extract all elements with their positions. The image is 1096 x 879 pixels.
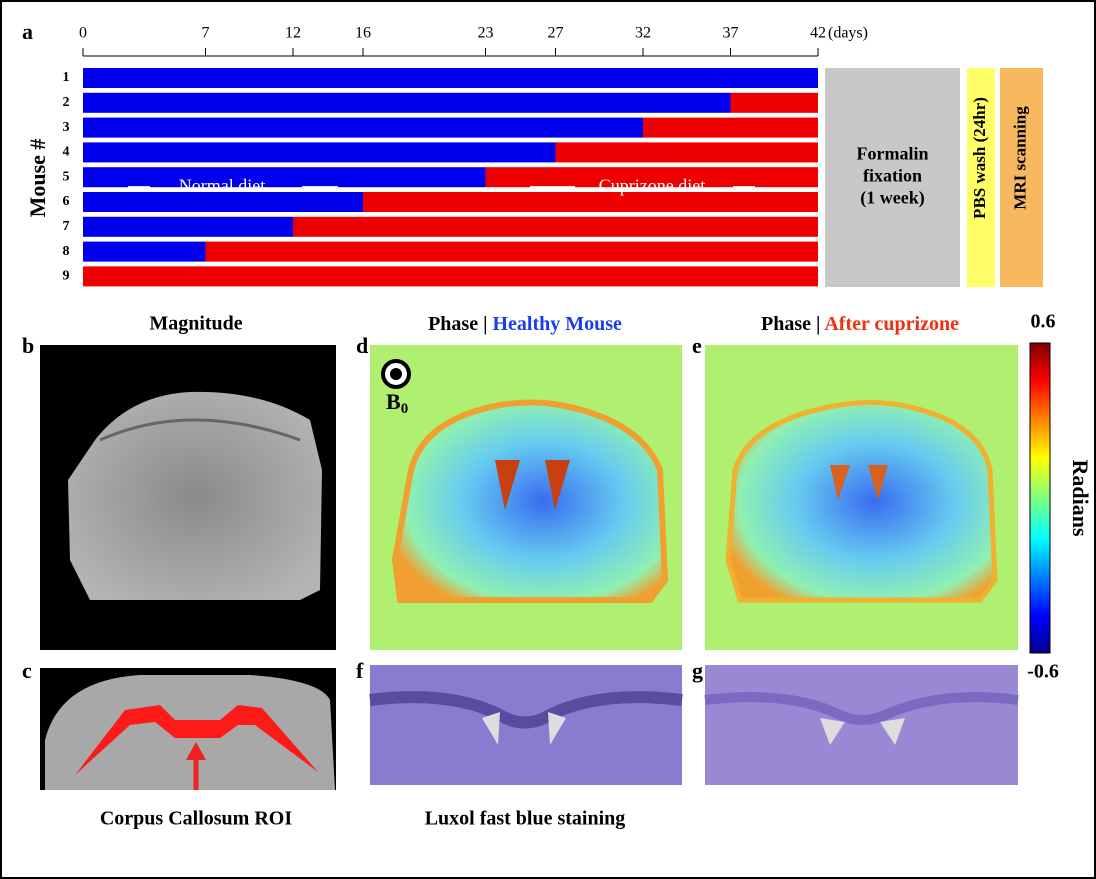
field-subscript: 0 [401,401,409,417]
panel-label: f [356,658,364,683]
cuprizone-diet-bar [206,242,819,262]
mouse-label: 1 [63,70,70,85]
x-tick-label: 23 [478,25,494,42]
panel-label: g [692,658,703,683]
brain-shape [728,403,995,601]
mouse-label: 4 [63,145,70,160]
normal-diet-bar [83,118,643,138]
normal-diet-bar [83,242,206,262]
x-tick-label: 7 [202,25,210,42]
brain-shape [395,403,665,601]
mouse-label: 2 [63,95,70,110]
step-label: (1 week) [860,188,924,209]
cuprizone-diet-bar [293,217,818,237]
cuprizone-diet-bar [556,142,819,162]
field-symbol [390,368,402,380]
x-tick-label: 37 [723,25,739,42]
normal-diet-label: Normal diet [179,176,265,196]
caption: Corpus Callosum ROI [100,808,292,830]
cuprizone-diet-bar [83,266,818,286]
panel-title: Magnitude [149,313,242,335]
title-prefix: Phase | [761,313,820,335]
panel-label: e [692,333,702,358]
normal-diet-bar [83,93,731,113]
step-label: MRI scanning [1010,106,1029,210]
colorbar-min: -0.6 [1027,661,1059,683]
x-tick-label: 32 [635,25,651,42]
step-label: Formalin [857,144,929,164]
mouse-label: 8 [63,244,70,259]
mouse-label: 3 [63,120,70,135]
x-tick-label: 0 [79,25,87,42]
field-symbol-text: B [386,389,401,414]
x-tick-label: 27 [548,25,564,42]
normal-diet-bar [83,217,293,237]
title-prefix: Phase | [428,313,487,335]
panel-label: a [22,19,33,44]
mouse-label: 9 [63,269,70,284]
title-highlight: Healthy Mouse [492,313,622,335]
caption: Luxol fast blue staining [425,808,626,830]
panel-title: Phase | After cuprizone [761,313,959,335]
x-tick-label: 16 [355,25,371,42]
panel-title: Phase | Healthy Mouse [428,313,622,335]
mouse-label: 6 [63,194,70,209]
colorbar-label: Radians [1068,459,1093,536]
x-tick-label: 42 [810,25,826,42]
cuprizone-diet-label: Cuprizone diet [599,176,705,196]
cuprizone-diet-bar [731,93,819,113]
step-label: fixation [863,166,922,186]
cuprizone-diet-bar [643,118,818,138]
colorbar-max: 0.6 [1031,311,1056,333]
normal-diet-bar [83,142,556,162]
panel-label: b [22,333,34,358]
mouse-label: 7 [63,219,70,234]
mouse-label: 5 [63,169,70,184]
colorbar [1030,343,1050,653]
x-tick-label: 12 [285,25,301,42]
normal-diet-bar [83,167,486,187]
panel-label: c [22,658,32,683]
page: {"panel_a": {"label": "a", "axis_unit": … [0,0,1096,879]
panel-label: d [356,333,368,358]
step-label: PBS wash (24hr) [970,97,989,219]
title-highlight: After cuprizone [824,313,959,335]
figure: a0712162327323742(days)Mouse #123456789N… [0,0,1096,879]
y-axis-label: Mouse # [25,139,50,218]
axis-unit: (days) [828,25,868,42]
normal-diet-bar [83,68,818,88]
cuprizone-diet-bar [363,192,818,212]
